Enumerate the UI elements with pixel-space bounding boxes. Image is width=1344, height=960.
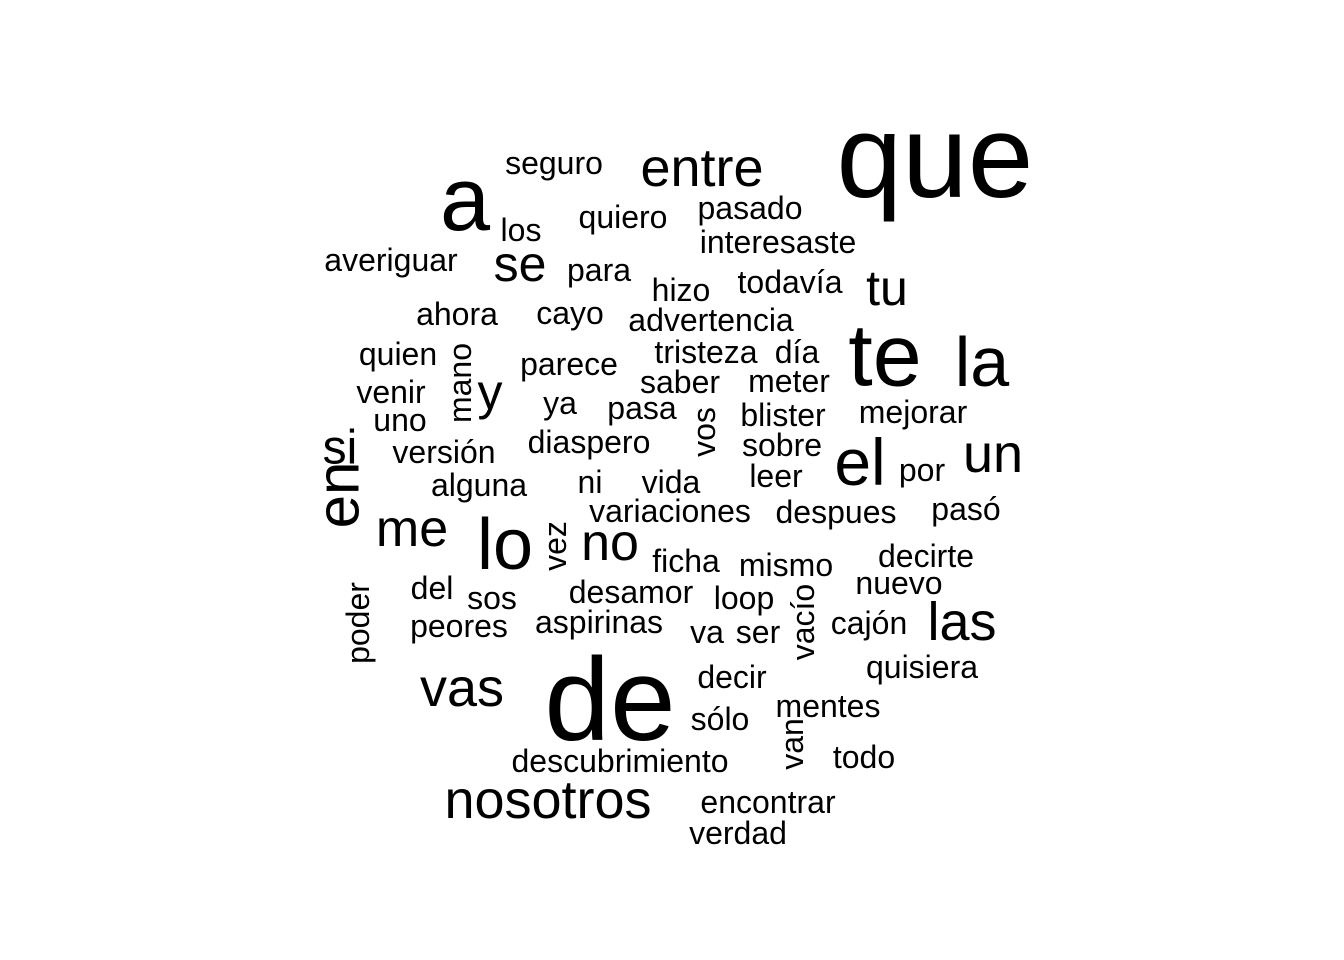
cloud-word: sobre (742, 427, 822, 463)
cloud-word: no (581, 514, 639, 572)
cloud-word: mano (442, 343, 478, 423)
cloud-word: el (834, 425, 885, 499)
cloud-word: cajón (831, 605, 908, 641)
cloud-word: seguro (505, 145, 603, 181)
cloud-word: hizo (652, 272, 711, 308)
cloud-word: lo (477, 505, 533, 585)
cloud-word: y (478, 364, 503, 420)
cloud-word: ser (736, 614, 781, 650)
cloud-word: vacío (785, 584, 821, 660)
cloud-word: van (774, 718, 810, 770)
cloud-word: me (376, 500, 448, 558)
cloud-word: todavía (738, 264, 843, 300)
cloud-word: pasó (931, 491, 1000, 527)
cloud-word: decir (697, 659, 767, 695)
cloud-word: del (411, 570, 454, 606)
cloud-word: tristeza (654, 334, 757, 370)
cloud-word: ya (543, 385, 577, 421)
cloud-word: te (848, 306, 921, 405)
cloud-word: va (690, 614, 724, 650)
cloud-word: que (837, 91, 1034, 223)
cloud-word: entre (640, 138, 763, 198)
cloud-word: meter (748, 363, 830, 399)
cloud-word: advertencia (628, 302, 794, 338)
cloud-word: sos (467, 580, 517, 616)
cloud-word: por (899, 452, 946, 488)
cloud-word: la (955, 323, 1010, 401)
cloud-word: ni (578, 464, 603, 500)
cloud-word: encontrar (700, 784, 836, 820)
cloud-word: cayo (536, 295, 604, 331)
cloud-word: vos (686, 407, 722, 457)
cloud-word: los (501, 212, 542, 248)
cloud-word: peores (410, 608, 508, 644)
cloud-word: mentes (776, 688, 881, 724)
cloud-word: descubrimiento (512, 743, 729, 779)
cloud-word: averiguar (324, 242, 458, 278)
cloud-word: ahora (416, 296, 498, 332)
cloud-word: a (440, 150, 491, 250)
cloud-word: despues (776, 494, 897, 530)
cloud-word: en (305, 462, 372, 529)
cloud-word: quiero (579, 199, 668, 235)
cloud-word: mismo (739, 547, 833, 583)
cloud-word: sólo (691, 701, 750, 737)
cloud-word: para (567, 252, 631, 288)
cloud-word: pasa (607, 390, 677, 426)
cloud-word: ficha (652, 543, 720, 579)
cloud-word: loop (714, 580, 775, 616)
cloud-word: se (494, 236, 547, 292)
cloud-word: las (927, 592, 996, 652)
cloud-word: verdad (689, 815, 787, 851)
cloud-word: todo (833, 739, 895, 775)
cloud-word: tu (866, 260, 908, 316)
cloud-word: vas (420, 658, 504, 718)
cloud-word: poder (340, 582, 376, 664)
cloud-word: diaspero (528, 424, 651, 460)
cloud-word: nosotros (444, 770, 651, 830)
cloud-word: quien (359, 336, 437, 372)
cloud-word: nuevo (855, 565, 942, 601)
cloud-word: pasado (698, 190, 803, 226)
cloud-word: interesaste (700, 224, 857, 260)
cloud-word: variaciones (589, 493, 751, 529)
cloud-word: un (963, 424, 1023, 484)
cloud-word: blister (740, 397, 826, 433)
cloud-word: desamor (569, 574, 694, 610)
cloud-word: leer (749, 458, 803, 494)
cloud-word: día (775, 334, 820, 370)
cloud-word: uno (373, 402, 426, 438)
cloud-word: de (544, 634, 675, 766)
cloud-word: mejorar (859, 394, 968, 430)
cloud-word: decirte (878, 538, 974, 574)
cloud-word: parece (520, 346, 618, 382)
cloud-word: alguna (431, 467, 527, 503)
cloud-word: vez (537, 521, 573, 571)
cloud-word: aspirinas (535, 604, 663, 640)
cloud-word: saber (640, 364, 720, 400)
cloud-word: vida (642, 464, 701, 500)
cloud-word: quisiera (866, 649, 978, 685)
cloud-word: versión (392, 434, 495, 470)
cloud-word: si (323, 422, 358, 475)
cloud-word: venir (356, 374, 426, 410)
